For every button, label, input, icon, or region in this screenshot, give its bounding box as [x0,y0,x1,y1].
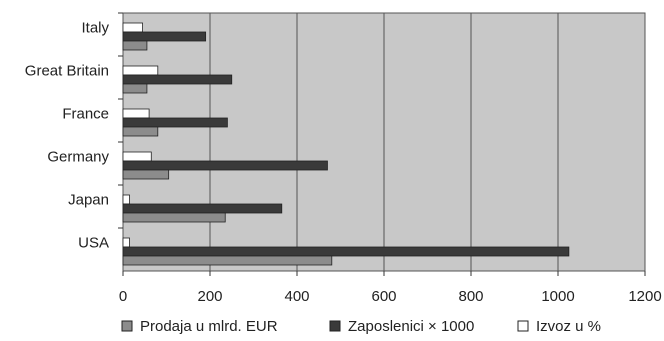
bar-japan-series-0 [122,212,226,223]
bar-usa-series-0 [122,255,333,266]
category-label: USA [78,234,109,251]
bar-usa-series-1 [122,246,570,257]
x-tick-label: 400 [284,288,309,305]
bar-italy-series-2 [122,22,143,33]
x-tick-label: 0 [119,288,127,305]
category-label: France [62,105,109,122]
bar-italy-series-0 [122,40,148,51]
legend-swatch [121,320,133,332]
bar-france-series-1 [122,117,228,128]
x-tick-label: 200 [197,288,222,305]
gridlines [209,13,559,271]
bar-france-series-2 [122,108,150,119]
category-label: Great Britain [25,62,109,79]
bars [122,22,570,266]
bar-usa-series-2 [122,237,130,248]
bar-great-britain-series-0 [122,83,148,94]
category-label: Italy [81,19,109,36]
legend-label: Izvoz u % [536,318,601,335]
bar-italy-series-1 [122,31,207,42]
bar-great-britain-series-1 [122,74,233,85]
bar-germany-series-1 [122,160,328,171]
category-label: Germany [47,148,109,165]
bar-germany-series-2 [122,151,152,162]
bar-japan-series-1 [122,203,283,214]
legend-swatch [517,320,529,332]
category-label: Japan [68,191,109,208]
category-labels: USA Japan Germany France Great Britain Italy [25,12,123,251]
legend: Prodaja u mlrd. EUR Zaposlenici × 1000 Izv… [121,318,601,335]
bar-great-britain-series-2 [122,65,159,76]
x-tick-label: 800 [458,288,483,305]
x-tick-label: 1200 [628,288,661,305]
legend-label: Prodaja u mlrd. EUR [140,318,278,335]
x-tick-label: 600 [371,288,396,305]
x-tick-label: 1000 [541,288,574,305]
x-axis-ticks: 0 200 400 600 800 1000 1200 [119,271,662,305]
bar-japan-series-2 [122,194,130,205]
bar-france-series-0 [122,126,159,137]
legend-label: Zaposlenici × 1000 [348,318,474,335]
legend-swatch [329,320,341,332]
bar-germany-series-0 [122,169,170,180]
